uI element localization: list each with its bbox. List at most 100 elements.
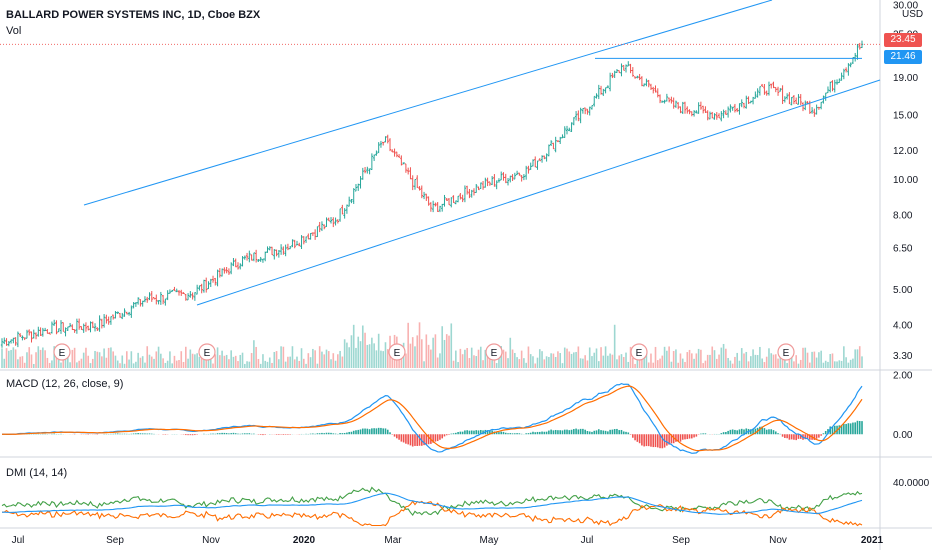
macd-histogram-bar: [752, 429, 754, 435]
price-tick-label: 15.00: [893, 111, 918, 122]
macd-histogram-bar: [477, 430, 480, 435]
volume-bar: [305, 363, 307, 368]
volume-bar: [26, 352, 28, 368]
volume-bar: [514, 352, 516, 368]
earnings-marker-label: E: [636, 348, 643, 359]
macd-histogram-bar: [765, 429, 768, 435]
volume-bar: [407, 322, 409, 368]
volume-bar: [548, 357, 550, 368]
time-axis-label: Mar: [384, 535, 402, 546]
volume-bar: [298, 360, 301, 368]
macd-histogram-bar: [327, 432, 330, 435]
volume-bar: [21, 356, 24, 368]
volume-bar: [577, 346, 580, 368]
macd-histogram-bar: [432, 434, 434, 443]
volume-bar: [793, 361, 795, 368]
volume-bar: [450, 323, 453, 368]
volume-bar: [500, 346, 503, 368]
time-axis-label: Sep: [106, 535, 124, 546]
volume-bar: [443, 339, 446, 368]
volume-bar: [160, 353, 162, 368]
volume-bar: [525, 362, 527, 368]
volume-bar: [715, 358, 718, 368]
volume-bar: [845, 357, 847, 368]
volume-bar: [196, 353, 198, 368]
macd-histogram-bar: [475, 430, 478, 435]
macd-histogram-bar: [414, 434, 416, 446]
macd-histogram-bar: [473, 430, 475, 435]
volume-bar: [849, 359, 852, 368]
macd-histogram-bar: [566, 429, 568, 435]
volume-bar: [325, 349, 328, 368]
chart-title: BALLARD POWER SYSTEMS INC, 1D, Cboe BZX: [6, 9, 261, 21]
volume-bar: [541, 351, 543, 368]
macd-histogram-bar: [489, 430, 491, 435]
volume-bar: [194, 354, 196, 368]
earnings-marker-label: E: [204, 348, 211, 359]
volume-bar: [779, 352, 782, 368]
volume-bar: [725, 348, 727, 368]
macd-histogram-bar: [339, 433, 341, 435]
macd-histogram-bar: [686, 434, 689, 440]
macd-histogram-bar: [407, 434, 409, 445]
volume-bar: [743, 353, 745, 368]
volume-bar: [697, 348, 700, 368]
macd-histogram-bar: [784, 434, 786, 438]
volume-bar: [795, 355, 797, 368]
macd-histogram-bar: [554, 429, 557, 435]
volume-bar: [693, 358, 695, 368]
earnings-marker-label: E: [783, 348, 790, 359]
macd-histogram-bar: [380, 427, 382, 435]
volume-bar: [756, 355, 759, 368]
macd-histogram-bar: [774, 431, 777, 435]
volume-bar: [731, 363, 734, 368]
macd-histogram-bar: [847, 423, 850, 435]
volume-bar: [289, 356, 291, 368]
volume-bar: [752, 349, 754, 368]
volume-bar: [595, 348, 598, 368]
volume-bar: [373, 343, 375, 368]
volume-bar: [153, 358, 155, 368]
volume-bar: [607, 355, 609, 368]
macd-histogram-bar: [720, 433, 723, 435]
macd-histogram-bar: [849, 423, 852, 435]
macd-histogram-bar: [212, 433, 214, 435]
macd-histogram-bar: [409, 434, 412, 446]
macd-histogram-bar: [607, 431, 609, 435]
volume-bar: [332, 353, 335, 368]
volume-bar: [339, 350, 341, 368]
volume-bar: [498, 356, 500, 368]
volume-bar: [271, 362, 273, 368]
macd-histogram-bar: [688, 434, 691, 439]
volume-bar: [366, 344, 369, 368]
volume-bar: [840, 360, 843, 368]
volume-bar: [625, 352, 627, 368]
macd-histogram-bar: [529, 432, 532, 435]
earnings-marker-label: E: [491, 348, 498, 359]
volume-bar: [200, 350, 203, 368]
macd-histogram-bar: [253, 433, 255, 435]
macd-histogram-bar: [818, 434, 820, 438]
time-axis-label: Sep: [672, 535, 690, 546]
volume-bar: [257, 358, 260, 368]
volume-bar: [85, 347, 87, 368]
volume-bar: [734, 356, 736, 368]
volume-bar: [813, 351, 816, 368]
macd-histogram-bar: [150, 433, 153, 435]
volume-bar: [602, 355, 605, 368]
volume-bar: [293, 359, 296, 368]
volume-bar: [430, 349, 432, 368]
volume-bar: [219, 355, 221, 368]
macd-histogram-bar: [373, 428, 375, 435]
price-tick-label: 4.00: [893, 320, 913, 331]
macd-histogram-bar: [788, 434, 791, 440]
macd-histogram-bar: [634, 434, 636, 441]
volume-bar: [375, 350, 378, 368]
macd-histogram-bar: [184, 434, 187, 436]
volume-bar: [187, 358, 189, 368]
volume-bar: [520, 350, 523, 368]
macd-histogram-bar: [684, 434, 686, 440]
volume-bar: [64, 357, 67, 368]
volume-bar: [164, 362, 167, 368]
